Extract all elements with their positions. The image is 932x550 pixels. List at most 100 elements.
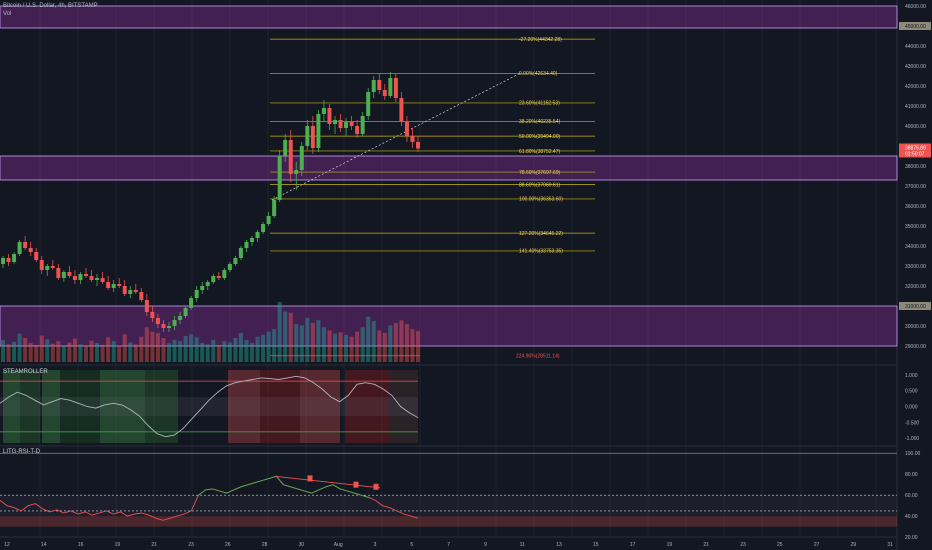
volume-bar bbox=[227, 342, 232, 362]
candle-body bbox=[222, 270, 227, 278]
rsi-label: LITG-RSI-T-D bbox=[3, 449, 40, 455]
candle-body bbox=[327, 108, 332, 124]
time-tick-label: 13 bbox=[556, 542, 562, 548]
volume-bar bbox=[338, 332, 343, 362]
candle-body bbox=[360, 116, 365, 134]
candle-body bbox=[283, 140, 288, 156]
zone-price-badge bbox=[899, 22, 931, 30]
candle-body bbox=[61, 272, 66, 278]
steamroller-tick-label: 1.000 bbox=[905, 373, 918, 379]
volume-bar bbox=[194, 337, 199, 362]
fib-level-label: 141.40%(33753.35) bbox=[519, 249, 563, 255]
steamroller-bg-block bbox=[260, 370, 300, 443]
time-tick-label: 17 bbox=[630, 542, 636, 548]
steamroller-tick-label: 0.500 bbox=[905, 389, 918, 395]
steamroller-bg-block bbox=[345, 370, 390, 443]
rsi-tick-label: 40.00 bbox=[905, 514, 918, 520]
steamroller-tick-label: -1.000 bbox=[905, 436, 919, 442]
volume-bar bbox=[106, 337, 111, 362]
volume-label: Vol bbox=[3, 11, 12, 17]
volume-bar bbox=[321, 327, 326, 362]
time-tick-label: Aug bbox=[334, 542, 343, 548]
volume-bar bbox=[211, 339, 216, 362]
time-tick-label: 11 bbox=[520, 542, 525, 548]
steamroller-tick-label: -0.500 bbox=[905, 420, 919, 426]
steamroller-bg-block bbox=[60, 370, 100, 443]
candle-body bbox=[333, 120, 337, 124]
candle-body bbox=[84, 274, 88, 276]
candle-body bbox=[205, 282, 210, 286]
rsi-tick-label: 80.00 bbox=[905, 472, 918, 478]
candle-body bbox=[211, 276, 216, 282]
candle-body bbox=[305, 126, 310, 146]
candle-body bbox=[17, 242, 22, 254]
supply-demand-zone bbox=[0, 5, 898, 29]
fib-level-label: 50.00%(39494.00) bbox=[519, 134, 560, 140]
time-tick-label: 19 bbox=[667, 542, 673, 548]
candle-body bbox=[288, 140, 293, 174]
rsi-tick-label: 100.00 bbox=[905, 451, 921, 457]
price-tick-label: 38000.00 bbox=[905, 164, 926, 170]
price-tick-label: 41000.00 bbox=[905, 104, 926, 110]
time-tick-label: 31 bbox=[887, 542, 893, 548]
volume-bar bbox=[233, 338, 238, 362]
volume-bar bbox=[128, 342, 133, 362]
supply-demand-zone bbox=[0, 155, 898, 181]
candle-body bbox=[393, 78, 398, 98]
candle-body bbox=[95, 278, 100, 280]
price-tick-label: 29000.00 bbox=[905, 344, 926, 350]
steamroller-bg-block bbox=[20, 370, 40, 443]
time-tick-label: 28 bbox=[262, 542, 268, 548]
volume-bar bbox=[183, 336, 188, 362]
candle-body bbox=[233, 258, 238, 264]
steamroller-bg-block bbox=[300, 370, 340, 443]
volume-bar bbox=[72, 338, 77, 362]
fib-level-label: 61.80%(38752.47) bbox=[519, 149, 560, 155]
volume-bar bbox=[272, 329, 277, 362]
rsi-divergence-line bbox=[274, 475, 381, 489]
rsi-tick-label: 60.00 bbox=[905, 493, 918, 499]
candle-body bbox=[255, 232, 260, 238]
volume-bar bbox=[122, 334, 127, 362]
candle-body bbox=[189, 298, 194, 308]
volume-bar bbox=[84, 345, 88, 362]
candle-body bbox=[183, 308, 188, 316]
volume-bar bbox=[310, 322, 315, 362]
volume-bar bbox=[144, 327, 149, 362]
fib-level-label: 100.00%(36353.60) bbox=[519, 197, 563, 203]
volume-bar bbox=[399, 320, 404, 362]
volume-bar bbox=[161, 338, 166, 362]
volume-bar bbox=[117, 345, 122, 362]
volume-bar bbox=[178, 341, 183, 362]
volume-bar bbox=[377, 330, 382, 362]
candle-body bbox=[388, 78, 393, 96]
rsi-line-bullish bbox=[198, 475, 369, 498]
volume-bar bbox=[12, 341, 17, 362]
candle-body bbox=[100, 278, 105, 282]
fib-trend-line bbox=[271, 73, 521, 201]
fib-level-label: 38.20%(40235.54) bbox=[519, 119, 560, 125]
steamroller-bg-block bbox=[3, 370, 20, 443]
time-tick-label: 5 bbox=[410, 542, 413, 548]
steamroller-label: STEAMROLLER bbox=[3, 369, 48, 375]
volume-bar bbox=[238, 332, 243, 362]
candle-body bbox=[272, 200, 277, 216]
candle-body bbox=[78, 274, 83, 280]
fib-level-label: 23.60%(41152.53) bbox=[519, 101, 560, 107]
candle-body bbox=[139, 292, 144, 300]
time-tick-label: 29 bbox=[851, 542, 857, 548]
steamroller-bg-block bbox=[390, 370, 418, 443]
price-tick-label: 40000.00 bbox=[905, 124, 926, 130]
volume-bar bbox=[61, 346, 66, 362]
price-tick-label: 36000.00 bbox=[905, 204, 926, 210]
last-price-badge bbox=[899, 143, 931, 158]
zone-price-label: 45000.00 bbox=[905, 24, 926, 30]
time-tick-label: 21 bbox=[151, 542, 157, 548]
candle-body bbox=[67, 272, 72, 276]
volume-bar bbox=[45, 339, 50, 362]
steamroller-line bbox=[0, 375, 419, 438]
volume-bar bbox=[200, 343, 205, 362]
steamroller-bg-block bbox=[145, 370, 178, 443]
volume-bar bbox=[416, 331, 420, 362]
